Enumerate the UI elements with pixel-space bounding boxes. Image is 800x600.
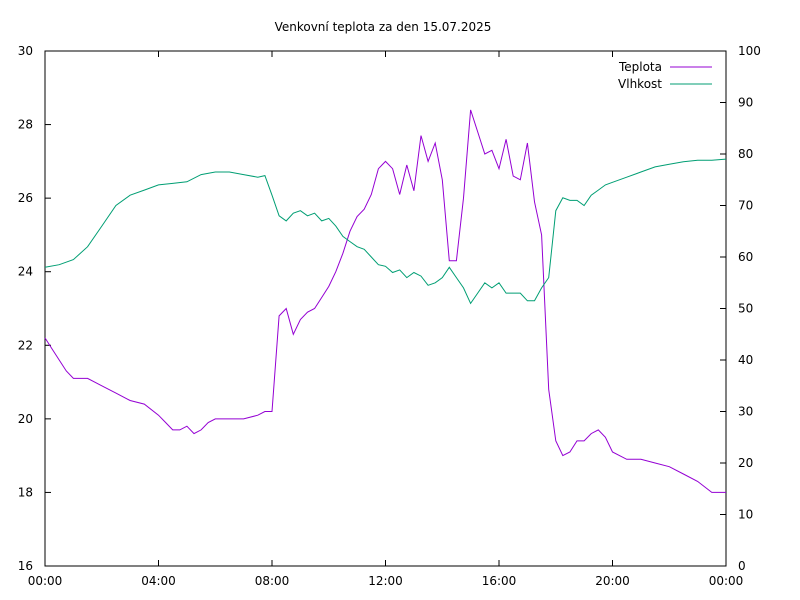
y-right-tick-label: 60 — [738, 250, 753, 264]
y-left-tick: 26 — [18, 191, 51, 205]
y-right-tick-label: 80 — [738, 147, 753, 161]
y-right-tick: 40 — [720, 353, 753, 367]
x-tick-label: 00:00 — [28, 574, 63, 588]
y-left-tick: 16 — [18, 559, 51, 573]
y-left-tick-label: 20 — [18, 412, 33, 426]
y-right-tick-label: 20 — [738, 456, 753, 470]
x-tick: 00:00 — [709, 51, 744, 588]
y-left-tick: 20 — [18, 412, 51, 426]
legend-entry: Teplota — [618, 60, 712, 74]
y-left-tick-label: 22 — [18, 338, 33, 352]
legend-label: Teplota — [618, 60, 662, 74]
y-right-tick: 30 — [720, 405, 753, 419]
y-left-tick-label: 30 — [18, 44, 33, 58]
y-right-tick-label: 0 — [738, 559, 746, 573]
y-right-tick-label: 30 — [738, 405, 753, 419]
y-right-tick: 50 — [720, 302, 753, 316]
x-tick: 16:00 — [482, 51, 517, 588]
legend-entry: Vlhkost — [618, 77, 712, 91]
x-tick-label: 16:00 — [482, 574, 517, 588]
series-line-vlhkost — [44, 158, 727, 305]
y-left-tick: 28 — [18, 118, 51, 132]
y-left-tick-label: 24 — [18, 265, 33, 279]
legend-label: Vlhkost — [618, 77, 662, 91]
x-tick: 00:00 — [28, 51, 63, 588]
y-right-tick-label: 100 — [738, 44, 761, 58]
y-right-tick: 80 — [720, 147, 753, 161]
y-right-tick: 0 — [720, 559, 746, 573]
x-tick: 08:00 — [255, 51, 290, 588]
y-left-tick: 30 — [18, 44, 51, 58]
y-left-tick: 24 — [18, 265, 51, 279]
y-right-tick: 90 — [720, 96, 753, 110]
y-left-tick-label: 16 — [18, 559, 33, 573]
series-line-teplota — [44, 109, 726, 493]
y-right-tick: 70 — [720, 199, 753, 213]
x-tick-label: 20:00 — [595, 574, 630, 588]
x-tick-label: 04:00 — [141, 574, 176, 588]
y-right-tick-label: 40 — [738, 353, 753, 367]
y-right-tick: 10 — [720, 508, 753, 522]
y-right-tick: 60 — [720, 250, 753, 264]
y-left-tick: 18 — [18, 485, 51, 499]
y-right-tick-label: 90 — [738, 96, 753, 110]
axis-ticks: 00:00 04:00 08:00 12:00 16:00 20:00 00:0016182… — [18, 44, 761, 588]
y-left-tick-label: 26 — [18, 191, 33, 205]
y-right-tick: 100 — [720, 44, 761, 58]
y-left-tick-label: 18 — [18, 485, 33, 499]
chart-title: Venkovní teplota za den 15.07.2025 — [275, 20, 492, 34]
x-tick: 20:00 — [595, 51, 630, 588]
legend: Teplota Vlhkost — [618, 60, 712, 91]
y-right-tick: 20 — [720, 456, 753, 470]
x-tick-label: 12:00 — [368, 574, 403, 588]
y-right-tick-label: 10 — [738, 508, 753, 522]
y-left-tick-label: 28 — [18, 118, 33, 132]
x-tick-label: 08:00 — [255, 574, 290, 588]
x-tick-label: 00:00 — [709, 574, 744, 588]
plot-frame — [44, 50, 727, 567]
series-layer — [44, 109, 727, 493]
y-right-tick-label: 70 — [738, 199, 753, 213]
y-right-tick-label: 50 — [738, 302, 753, 316]
x-tick: 12:00 — [368, 51, 403, 588]
x-tick: 04:00 — [141, 51, 176, 588]
